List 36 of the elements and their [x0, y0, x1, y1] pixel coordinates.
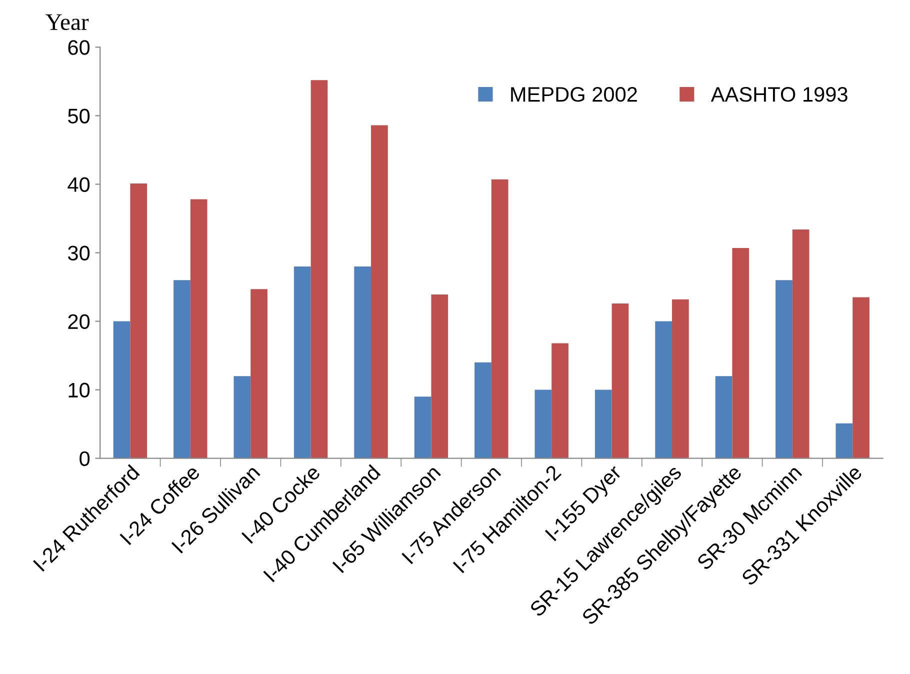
y-tick-label: 60: [68, 40, 90, 55]
bar: [113, 321, 130, 458]
bar: [371, 125, 388, 458]
bar: [594, 390, 612, 458]
bar: [672, 299, 689, 458]
bar: [612, 303, 629, 458]
bar: [852, 297, 870, 458]
bar: [836, 423, 853, 458]
y-tick-label: 30: [68, 246, 90, 261]
y-tick-label: 10: [68, 382, 90, 398]
y-tick-label: 20: [68, 314, 90, 330]
bar: [414, 396, 432, 458]
bar: [130, 184, 148, 458]
bar: [354, 266, 371, 458]
bar: [174, 280, 190, 458]
y-axis-title: Year: [46, 14, 89, 30]
y-tick-label: 50: [68, 108, 90, 124]
bar: [234, 376, 251, 458]
legend-label: AASHTO 1993: [710, 87, 848, 102]
y-tick-label: 40: [68, 177, 90, 192]
bar: [552, 343, 568, 458]
bar: [190, 199, 208, 458]
bar: [431, 294, 448, 458]
bar: [732, 248, 750, 458]
y-tick-label: 0: [80, 451, 90, 466]
bar: [715, 376, 732, 458]
legend-label: MEPDG 2002: [511, 87, 637, 102]
bar: [792, 229, 810, 458]
bar: [491, 179, 508, 458]
bar: [776, 280, 792, 458]
bar: [310, 80, 328, 458]
bar: [294, 266, 311, 458]
bar: [250, 289, 268, 458]
bar: [474, 362, 492, 458]
bar: [534, 390, 552, 458]
bar: [655, 321, 672, 458]
